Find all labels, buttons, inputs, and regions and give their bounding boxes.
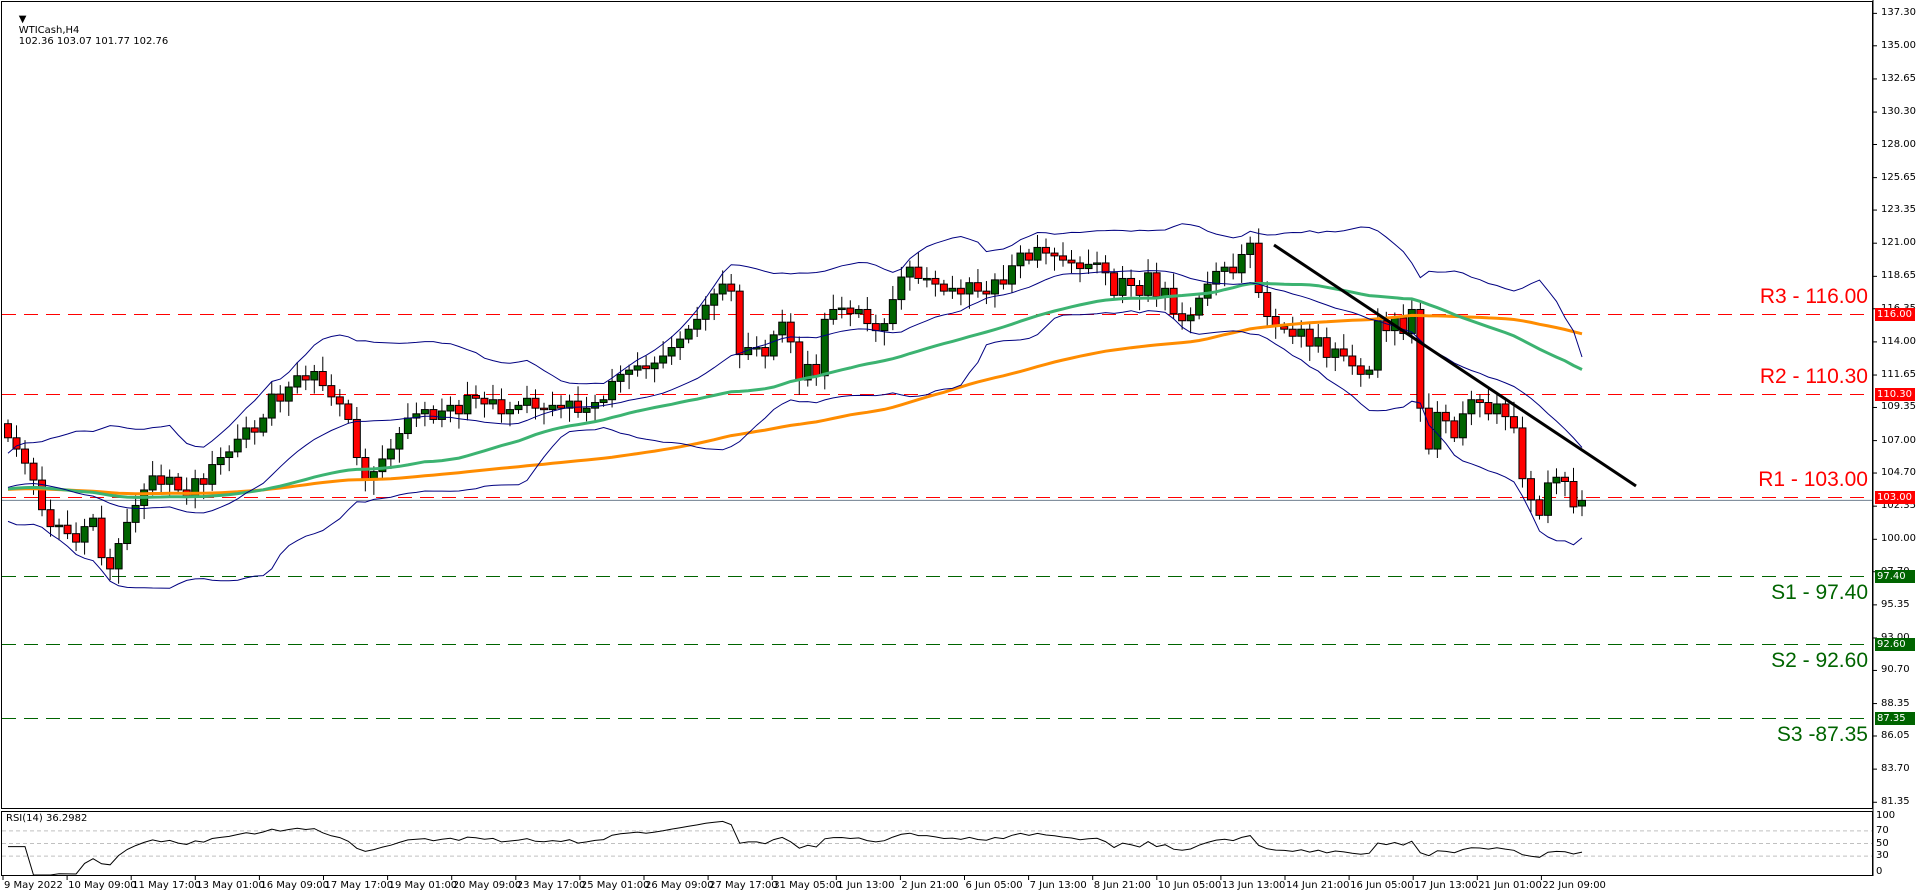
- time-tick-label: 16 Jun 05:00: [1350, 880, 1414, 891]
- price-tick-label: 130.30: [1881, 106, 1916, 118]
- price-tick-label: 104.70: [1881, 467, 1916, 479]
- time-tick-label: 27 May 17:00: [709, 880, 778, 891]
- bollinger-lower: [7, 310, 1583, 589]
- time-tick-label: 16 May 09:00: [260, 880, 329, 891]
- candles: [4, 228, 1586, 584]
- price-tick-label: 118.65: [1881, 270, 1916, 282]
- price-tick-label: 111.65: [1881, 369, 1916, 381]
- level-tag-r3: 116.00: [1875, 307, 1915, 321]
- level-label-r1: R1 - 103.00: [1758, 467, 1868, 491]
- level-label-s1: S1 - 97.40: [1771, 580, 1868, 604]
- time-tick-label: 1 Jun 13:00: [837, 880, 895, 891]
- time-tick-label: 22 Jun 09:00: [1542, 880, 1606, 891]
- rsi-tick-label: 0: [1876, 866, 1883, 877]
- time-tick-label: 21 Jun 01:00: [1478, 880, 1542, 891]
- price-tick-label: 128.00: [1881, 138, 1916, 150]
- price-tick-label: 100.00: [1881, 533, 1916, 545]
- time-tick-label: 2 Jun 21:00: [901, 880, 959, 891]
- rsi-line: [8, 820, 1583, 876]
- time-tick-label: 11 May 17:00: [132, 880, 201, 891]
- price-tick-label: 88.35: [1881, 697, 1910, 709]
- level-label-r3: R3 - 116.00: [1759, 284, 1868, 308]
- time-tick-label: 25 May 01:00: [580, 880, 650, 891]
- time-tick-label: 23 May 17:00: [516, 880, 586, 891]
- time-tick-label: 9 May 2022: [4, 880, 63, 891]
- price-tick-label: 123.35: [1881, 204, 1916, 216]
- time-tick-label: 10 Jun 05:00: [1157, 880, 1222, 891]
- level-label-s3: S3 -87.35: [1776, 722, 1868, 746]
- bollinger-middle: [7, 270, 1583, 514]
- time-tick-label: 6 Jun 05:00: [965, 880, 1023, 891]
- time-tick-label: 8 Jun 21:00: [1093, 880, 1151, 891]
- price-tick-label: 86.05: [1881, 729, 1910, 741]
- price-tick-label: 107.00: [1881, 434, 1916, 446]
- rsi-title: RSI(14) 36.2982: [6, 813, 88, 824]
- level-tag-s3: 87.35: [1875, 711, 1915, 725]
- chart-title: ▼ WTICash,H4 102.36 103.07 101.77 102.76: [6, 3, 169, 58]
- level-tag-r1: 103.00: [1875, 490, 1915, 504]
- time-tick-label: 19 May 01:00: [388, 880, 458, 891]
- rsi-tick-label: 30: [1876, 850, 1889, 862]
- rsi-tick-label: 50: [1876, 837, 1889, 849]
- time-tick-label: 20 May 09:00: [452, 880, 522, 891]
- symbol-label: WTICash,H4: [18, 25, 80, 36]
- time-tick-label: 26 May 09:00: [645, 880, 714, 891]
- bollinger-upper: [7, 223, 1583, 454]
- level-tag-r2: 110.30: [1875, 387, 1915, 401]
- ohlc-values: 102.36 103.07 101.77 102.76: [18, 36, 169, 47]
- ma-green-line: [7, 281, 1583, 499]
- time-tick-label: 31 May 05:00: [773, 880, 842, 891]
- price-tick-label: 109.35: [1881, 401, 1916, 413]
- time-tick-label: 7 Jun 13:00: [1029, 880, 1087, 891]
- downtrend-line[interactable]: [1273, 243, 1637, 488]
- price-tick-label: 95.35: [1881, 598, 1910, 610]
- price-tick-label: 81.35: [1881, 796, 1910, 808]
- main-chart-frame: [1, 1, 1873, 809]
- time-tick-label: 13 Jun 13:00: [1221, 880, 1286, 891]
- level-tag-s2: 92.60: [1875, 637, 1915, 651]
- collapse-arrow-icon[interactable]: ▼: [18, 14, 27, 25]
- level-tag-s1: 97.40: [1875, 569, 1915, 583]
- price-tick-label: 137.30: [1881, 7, 1916, 19]
- ma-orange-line: [7, 313, 1583, 496]
- rsi-tick-label: 70: [1876, 824, 1889, 836]
- rsi-tick-label: 100: [1876, 810, 1896, 821]
- price-tick-label: 114.00: [1881, 335, 1916, 347]
- time-tick-label: 14 Jun 21:00: [1286, 880, 1350, 891]
- time-tick-label: 10 May 09:00: [68, 880, 137, 891]
- time-tick-label: 17 Jun 13:00: [1414, 880, 1478, 891]
- level-label-s2: S2 - 92.60: [1771, 648, 1868, 672]
- price-tick-label: 90.70: [1881, 664, 1910, 676]
- price-tick-label: 102.35: [1881, 500, 1916, 512]
- price-tick-label: 121.00: [1881, 237, 1916, 249]
- time-tick-label: 13 May 01:00: [196, 880, 265, 891]
- price-tick-label: 83.70: [1881, 763, 1910, 775]
- price-tick-label: 125.65: [1881, 171, 1916, 183]
- price-tick-label: 135.00: [1881, 39, 1916, 51]
- time-tick-label: 17 May 17:00: [324, 880, 394, 891]
- level-label-r2: R2 - 110.30: [1759, 364, 1868, 388]
- price-tick-label: 132.65: [1881, 72, 1916, 84]
